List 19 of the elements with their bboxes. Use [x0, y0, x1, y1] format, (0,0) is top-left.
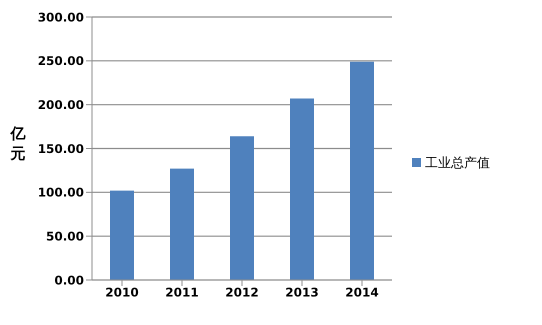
y-tick-label: 200.00: [38, 98, 84, 112]
bar: [230, 136, 254, 280]
x-tick-label: 2014: [345, 286, 379, 300]
bar: [170, 168, 194, 280]
bar: [110, 190, 134, 280]
legend-label: 工业总产值: [425, 156, 490, 170]
y-tick-label: 50.00: [46, 229, 84, 244]
bar: [290, 98, 314, 280]
x-tick-label: 2012: [225, 286, 259, 300]
y-tick-label: 0.00: [54, 273, 84, 288]
x-tick-label: 2010: [105, 286, 139, 300]
x-tick-label: 2013: [285, 286, 319, 300]
y-tick-label: 100.00: [38, 186, 84, 200]
y-tick-label: 250.00: [38, 54, 84, 68]
bar: [350, 62, 374, 280]
x-tick-label: 2011: [165, 286, 199, 300]
y-axis-title: 亿元: [10, 124, 26, 162]
y-tick-label: 300.00: [38, 10, 84, 24]
y-tick-label: 150.00: [38, 142, 84, 156]
